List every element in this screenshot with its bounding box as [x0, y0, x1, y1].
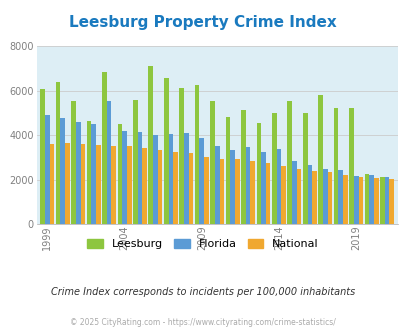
Bar — [379, 177, 384, 224]
Bar — [142, 148, 147, 224]
Bar — [183, 133, 188, 224]
Bar — [111, 147, 116, 224]
Text: Crime Index corresponds to incidents per 100,000 inhabitants: Crime Index corresponds to incidents per… — [51, 287, 354, 297]
Bar — [80, 144, 85, 224]
Bar — [307, 165, 311, 224]
Bar — [265, 163, 270, 224]
Bar — [199, 138, 204, 224]
Bar — [327, 172, 331, 224]
Bar — [245, 147, 250, 224]
Bar — [188, 153, 193, 224]
Bar — [107, 101, 111, 224]
Bar — [126, 146, 131, 224]
Bar — [388, 179, 393, 224]
Bar — [91, 124, 96, 224]
Bar — [260, 152, 265, 224]
Bar — [302, 113, 307, 224]
Bar — [102, 72, 107, 224]
Bar — [214, 146, 219, 224]
Bar — [358, 178, 362, 224]
Bar — [384, 177, 388, 224]
Bar — [40, 89, 45, 224]
Legend: Leesburg, Florida, National: Leesburg, Florida, National — [83, 234, 322, 253]
Bar — [210, 101, 214, 224]
Bar — [45, 115, 49, 224]
Text: Leesburg Property Crime Index: Leesburg Property Crime Index — [69, 15, 336, 30]
Text: © 2025 CityRating.com - https://www.cityrating.com/crime-statistics/: © 2025 CityRating.com - https://www.city… — [70, 318, 335, 327]
Bar — [60, 118, 65, 224]
Bar — [194, 84, 199, 224]
Bar — [122, 131, 126, 224]
Bar — [276, 149, 281, 224]
Bar — [234, 159, 239, 224]
Bar — [96, 145, 100, 224]
Bar — [281, 166, 285, 224]
Bar — [291, 161, 296, 224]
Bar — [373, 178, 377, 224]
Bar — [348, 108, 353, 224]
Bar — [164, 78, 168, 224]
Bar — [71, 101, 76, 224]
Bar — [287, 101, 291, 224]
Bar — [230, 150, 234, 224]
Bar — [76, 122, 80, 224]
Bar — [117, 124, 122, 224]
Bar — [219, 159, 224, 224]
Bar — [49, 144, 54, 224]
Bar — [296, 169, 301, 224]
Bar — [87, 121, 91, 224]
Bar — [338, 170, 342, 224]
Bar — [311, 171, 316, 224]
Bar — [333, 108, 338, 224]
Bar — [318, 95, 322, 224]
Bar — [133, 100, 137, 224]
Bar — [137, 132, 142, 224]
Bar — [342, 175, 347, 224]
Bar — [256, 123, 260, 224]
Bar — [250, 161, 254, 224]
Bar — [65, 143, 70, 224]
Bar — [56, 82, 60, 224]
Bar — [241, 110, 245, 224]
Bar — [168, 134, 173, 224]
Bar — [353, 176, 358, 224]
Bar — [364, 174, 369, 224]
Bar — [179, 88, 183, 224]
Bar — [148, 66, 153, 224]
Bar — [153, 135, 158, 224]
Bar — [369, 175, 373, 224]
Bar — [271, 113, 276, 224]
Bar — [204, 157, 208, 224]
Bar — [322, 169, 327, 224]
Bar — [158, 150, 162, 224]
Bar — [173, 151, 177, 224]
Bar — [225, 117, 230, 224]
